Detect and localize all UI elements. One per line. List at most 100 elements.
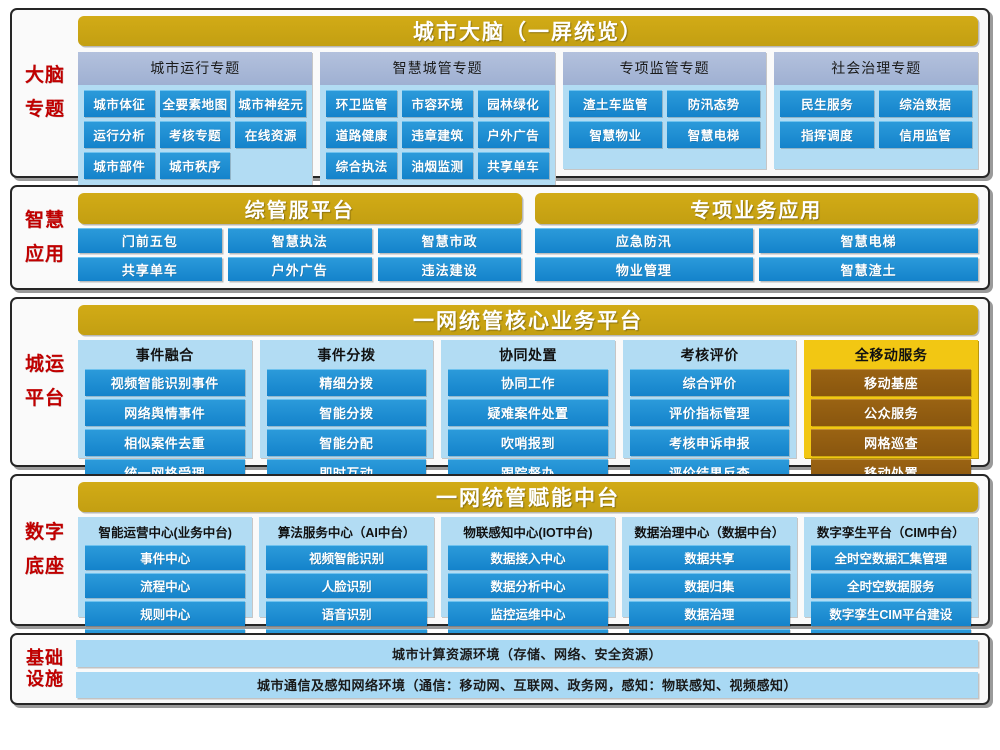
rail-line: 基础 <box>26 647 64 668</box>
chip[interactable]: 道路健康 <box>326 121 398 148</box>
core-item[interactable]: 智能分配 <box>266 429 427 456</box>
base-item[interactable]: 视频智能识别 <box>266 545 427 570</box>
base-item[interactable]: 流程中心 <box>85 573 246 598</box>
base-item[interactable]: 数字孪生CIM平台建设 <box>810 601 972 626</box>
application-tile[interactable]: 违法建设 <box>377 256 522 281</box>
application-row: 物业管理 智慧渣土 <box>534 256 978 281</box>
core-item[interactable]: 网格巡查 <box>811 429 971 456</box>
chip[interactable]: 综治数据 <box>878 90 972 117</box>
rail-label-smart-application: 智慧 应用 <box>16 192 74 283</box>
application-tile[interactable]: 应急防汛 <box>534 228 754 253</box>
core-item[interactable]: 吹哨报到 <box>448 429 608 456</box>
core-item[interactable]: 疑难案件处置 <box>448 399 608 426</box>
base-item[interactable]: 全时空数据服务 <box>810 573 972 598</box>
core-item[interactable]: 移动基座 <box>811 369 971 396</box>
chip[interactable]: 环卫监管 <box>326 90 398 117</box>
application-tile[interactable]: 户外广告 <box>227 256 372 281</box>
rail-label-core-platform: 城运 平台 <box>16 304 74 460</box>
application-tile[interactable]: 门前五包 <box>78 228 222 253</box>
application-row: 门前五包 智慧执法 智慧市政 <box>78 228 522 253</box>
chip[interactable]: 油烟监测 <box>402 152 473 179</box>
chip[interactable]: 指挥调度 <box>780 121 874 148</box>
section-smart-application: 智慧 应用 综管服平台 门前五包 智慧执法 智慧市政 共享单车 户外广告 <box>10 185 990 290</box>
chip[interactable]: 防汛态势 <box>667 90 761 117</box>
core-item[interactable]: 评价指标管理 <box>629 399 790 426</box>
core-item[interactable]: 综合评价 <box>629 369 790 396</box>
infrastructure-bars: 城市计算资源环境（存储、网络、安全资源） 城市通信及感知网络环境（通信：移动网、… <box>74 639 982 699</box>
core-item[interactable]: 协同工作 <box>448 369 608 396</box>
chip[interactable]: 综合执法 <box>326 152 398 179</box>
base-item[interactable]: 事件中心 <box>85 545 246 570</box>
group-items: 渣土车监管 防汛态势 智慧物业 智慧电梯 <box>562 85 767 169</box>
application-tile[interactable]: 智慧市政 <box>377 228 522 253</box>
chip[interactable]: 违章建筑 <box>402 121 473 148</box>
base-item[interactable]: 数据共享 <box>629 545 790 570</box>
brain-group-special-supervision: 专项监管专题 渣土车监管 防汛态势 智慧物业 智慧电梯 <box>562 52 767 169</box>
chip[interactable]: 户外广告 <box>477 121 549 148</box>
core-items: 精细分拨 智能分拨 智能分配 即时互动 <box>266 369 427 486</box>
section-city-brain: 大脑 专题 城市大脑（一屏统览） 城市运行专题 城市体征 全要素地图 城市神经元… <box>10 8 990 185</box>
core-column-title: 考核评价 <box>680 347 739 363</box>
application-row: 应急防汛 智慧电梯 <box>534 228 978 253</box>
core-item[interactable]: 精细分拨 <box>266 369 427 396</box>
base-item[interactable]: 全时空数据汇集管理 <box>810 545 972 570</box>
core-column-title: 事件分拨 <box>317 347 376 363</box>
base-item[interactable]: 规则中心 <box>85 601 246 626</box>
chip[interactable]: 在线资源 <box>235 121 307 148</box>
chip[interactable]: 智慧物业 <box>568 121 663 148</box>
chip[interactable]: 园林绿化 <box>477 90 549 117</box>
base-column-algorithm-service-center: 算法服务中心（AI中台） 视频智能识别 人脸识别 语音识别 语义识别 <box>259 517 434 654</box>
rail-line: 智慧 <box>24 209 65 231</box>
base-column-data-governance-center: 数据治理中心（数据中台） 数据共享 数据归集 数据治理 数据汇聚 <box>622 517 797 654</box>
base-column-title: 数据治理中心（数据中台） <box>634 526 785 540</box>
base-column-list: 智能运营中心(业务中台) 事件中心 流程中心 规则中心 资源中心 算法服务中心（… <box>74 517 982 654</box>
core-item[interactable]: 公众服务 <box>811 399 971 426</box>
chip[interactable]: 民生服务 <box>780 90 874 117</box>
infrastructure-bar-network[interactable]: 城市通信及感知网络环境（通信：移动网、互联网、政务网，感知：物联感知、视频感知） <box>76 671 978 698</box>
brain-group-list: 城市运行专题 城市体征 全要素地图 城市神经元 运行分析 考核专题 在线资源 城… <box>74 52 982 185</box>
chip[interactable]: 市容环境 <box>402 90 473 117</box>
base-item[interactable]: 人脸识别 <box>266 573 427 598</box>
application-tile[interactable]: 共享单车 <box>78 256 222 281</box>
base-item[interactable]: 数据治理 <box>629 601 790 626</box>
core-item[interactable]: 相似案件去重 <box>85 429 245 456</box>
rail-line: 专题 <box>24 99 65 120</box>
application-tile[interactable]: 智慧渣土 <box>759 256 978 281</box>
chip[interactable]: 信用监管 <box>878 121 972 148</box>
chip[interactable]: 渣土车监管 <box>568 90 663 117</box>
core-item[interactable]: 智能分拨 <box>266 399 427 426</box>
chip[interactable]: 全要素地图 <box>159 90 231 117</box>
chip[interactable]: 运行分析 <box>84 121 155 148</box>
core-item[interactable]: 考核申诉申报 <box>629 429 790 456</box>
application-column-comprehensive-platform: 综管服平台 门前五包 智慧执法 智慧市政 共享单车 户外广告 违法建设 <box>78 193 522 281</box>
rail-line: 大脑 <box>24 65 65 87</box>
section-core-platform: 城运 平台 一网统管核心业务平台 事件融合 视频智能识别事件 网络舆情事件 相似… <box>10 297 990 497</box>
base-column-title: 数字孪生平台（CIM中台） <box>816 526 965 540</box>
base-item[interactable]: 数据分析中心 <box>447 573 609 598</box>
chip[interactable]: 城市神经元 <box>235 90 307 117</box>
core-item[interactable]: 视频智能识别事件 <box>85 369 245 396</box>
application-tile[interactable]: 物业管理 <box>534 256 754 281</box>
base-column-iot-sensing-center: 物联感知中心(IOT中台) 数据接入中心 数据分析中心 监控运维中心 数据服务中… <box>440 517 616 654</box>
base-item[interactable]: 数据接入中心 <box>447 545 609 570</box>
chip[interactable]: 城市体征 <box>84 90 155 117</box>
infrastructure-bar-compute[interactable]: 城市计算资源环境（存储、网络、安全资源） <box>76 640 978 667</box>
base-item[interactable]: 语音识别 <box>266 601 427 626</box>
base-item[interactable]: 数据归集 <box>629 573 790 598</box>
core-item[interactable]: 网络舆情事件 <box>85 399 245 426</box>
base-item[interactable]: 监控运维中心 <box>447 601 609 626</box>
chip[interactable]: 城市秩序 <box>159 152 231 179</box>
chip[interactable]: 城市部件 <box>84 152 155 179</box>
application-rows: 门前五包 智慧执法 智慧市政 共享单车 户外广告 违法建设 <box>78 228 522 281</box>
core-items: 综合评价 评价指标管理 考核申诉申报 评价结果反查 <box>629 369 790 486</box>
core-column-full-mobile-service: 全移动服务 移动基座 公众服务 网格巡查 移动处置 ······ <box>804 340 978 497</box>
application-tile[interactable]: 智慧执法 <box>227 228 372 253</box>
rail-label-city-brain: 大脑 专题 <box>16 15 74 171</box>
core-column-list: 事件融合 视频智能识别事件 网络舆情事件 相似案件去重 统一网格受理 ·····… <box>74 340 982 497</box>
section-infrastructure: 基础 设施 城市计算资源环境（存储、网络、安全资源） 城市通信及感知网络环境（通… <box>10 633 990 705</box>
chip[interactable]: 智慧电梯 <box>667 121 761 148</box>
section-digital-base: 数字 底座 一网统管赋能中台 智能运营中心(业务中台) 事件中心 流程中心 规则… <box>10 474 990 654</box>
chip[interactable]: 考核专题 <box>159 121 231 148</box>
application-tile[interactable]: 智慧电梯 <box>759 228 978 253</box>
chip[interactable]: 共享单车 <box>477 152 549 179</box>
